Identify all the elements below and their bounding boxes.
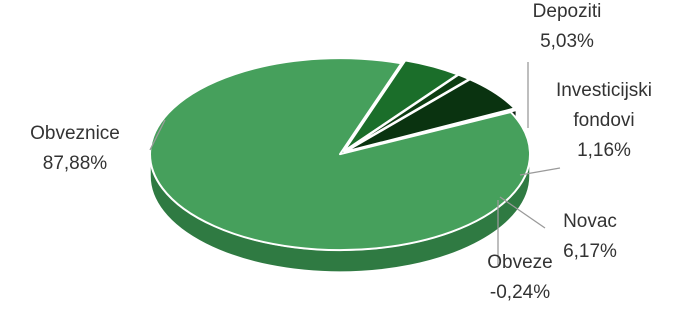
leader-lines <box>149 62 561 265</box>
label-value-novac: 6,17% <box>563 241 617 262</box>
label-name-obveze: Obveze <box>487 252 552 273</box>
label-value-obveznice: 87,88% <box>43 153 108 174</box>
slice-labels: Obveznice 87,88% Depoziti 5,03% Investicijsk… <box>30 1 652 303</box>
leader-line-obveznice <box>149 119 166 151</box>
label-name-novac: Novac <box>563 211 617 232</box>
label-name-investicijski-fondovi-0: Investicijski <box>556 80 652 101</box>
label-value-obveze: -0,24% <box>490 282 550 303</box>
pie-tops <box>149 57 531 252</box>
slice-obveze <box>344 107 518 154</box>
leader-line-investicijski-fondovi <box>519 167 561 176</box>
label-novac: Novac 6,17% <box>563 211 617 262</box>
label-value-investicijski-fondovi: 1,16% <box>577 140 631 161</box>
leader-line-novac <box>499 196 546 229</box>
label-obveze: Obveze -0,24% <box>487 252 552 303</box>
label-obveznice: Obveznice 87,88% <box>30 123 120 174</box>
label-name-obveznice: Obveznice <box>30 123 120 144</box>
label-value-depoziti: 5,03% <box>540 31 594 52</box>
label-depoziti: Depoziti 5,03% <box>533 1 602 52</box>
label-investicijski-fondovi: Investicijski fondovi 1,16% <box>556 80 652 161</box>
slice-obveznice <box>149 57 531 252</box>
label-name-depoziti: Depoziti <box>533 1 602 22</box>
label-name-investicijski-fondovi-1: fondovi <box>573 110 634 131</box>
